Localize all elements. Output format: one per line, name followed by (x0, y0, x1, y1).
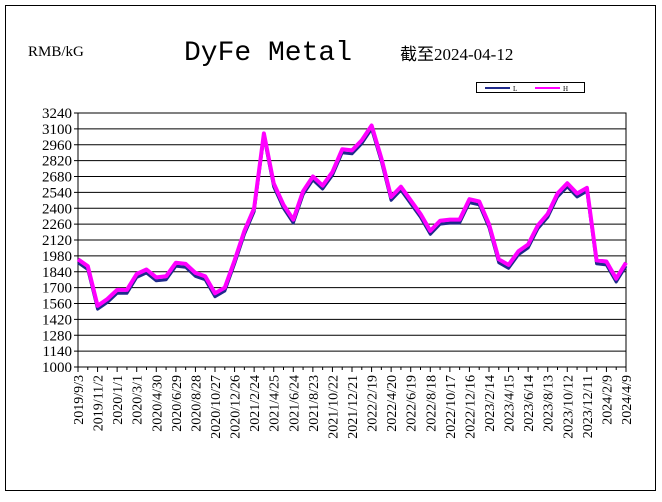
series-line (76, 123, 628, 308)
x-tick-label: 2021/4/25 (268, 375, 283, 432)
y-tick-label: 1980 (42, 249, 72, 265)
y-tick-label: 2680 (42, 170, 72, 186)
x-tick-label: 2023/4/15 (503, 375, 518, 432)
x-tick-label: 2021/10/22 (326, 375, 341, 439)
y-tick-label: 2120 (42, 233, 72, 249)
x-tick-label: 2020/10/27 (209, 375, 224, 439)
y-tick-label: 2400 (42, 201, 72, 217)
y-tick-label: 1560 (42, 297, 72, 313)
x-tick-label: 2022/8/18 (424, 375, 439, 432)
x-tick-label: 2022/2/19 (366, 375, 381, 432)
x-tick-label: 2022/4/20 (385, 375, 400, 432)
x-tick-label: 2021/6/24 (287, 375, 302, 432)
x-tick-label: 2023/10/12 (561, 375, 576, 439)
legend-label: H (563, 85, 568, 93)
x-tick-label: 2019/11/2 (92, 375, 107, 431)
x-tick-label: 2022/10/17 (444, 375, 459, 439)
annotation: 截至2024-04-12 (400, 45, 513, 64)
x-tick-label: 2021/12/21 (346, 375, 361, 439)
x-tick-label: 2020/4/30 (150, 375, 165, 432)
x-tick-label: 2022/12/16 (463, 375, 478, 439)
x-tick-label: 2021/8/23 (307, 375, 322, 432)
x-tick-label: 2020/8/28 (189, 375, 204, 432)
x-tick-label: 2020/12/26 (229, 375, 244, 439)
x-tick-label: 2019/9/3 (72, 375, 87, 425)
x-tick-label: 2023/12/11 (581, 375, 596, 438)
x-tick-label: 2024/4/9 (620, 375, 635, 425)
y-tick-label: 1140 (43, 344, 72, 360)
x-tick-label: 2024/2/9 (600, 375, 615, 425)
y-tick-label: 2260 (42, 217, 72, 233)
x-tick-label: 2023/6/14 (522, 375, 537, 432)
y-tick-label: 1280 (42, 328, 72, 344)
y-axis-label: RMB/kG (28, 44, 84, 60)
x-tick-label: 2020/1/1 (111, 375, 126, 425)
x-tick-label: 2023/8/13 (542, 375, 557, 432)
y-tick-label: 1700 (42, 281, 72, 297)
x-tick-label: 2023/2/14 (483, 375, 498, 432)
x-tick-label: 2021/2/24 (248, 375, 263, 432)
x-tick-label: 2020/6/29 (170, 375, 185, 432)
x-tick-label: 2020/3/1 (131, 375, 146, 425)
y-tick-label: 1420 (42, 312, 72, 328)
y-tick-label: 2540 (42, 185, 72, 201)
y-tick-label: 3100 (42, 122, 72, 138)
y-tick-label: 3240 (42, 106, 72, 122)
legend-label: L (513, 85, 517, 93)
y-tick-label: 2960 (42, 138, 72, 154)
chart-title: DyFe Metal (184, 38, 352, 69)
y-tick-label: 1840 (42, 265, 72, 281)
legend (476, 82, 585, 93)
x-tick-label: 2022/6/19 (405, 375, 420, 432)
y-tick-label: 1000 (42, 360, 72, 376)
y-tick-label: 2820 (42, 154, 72, 170)
